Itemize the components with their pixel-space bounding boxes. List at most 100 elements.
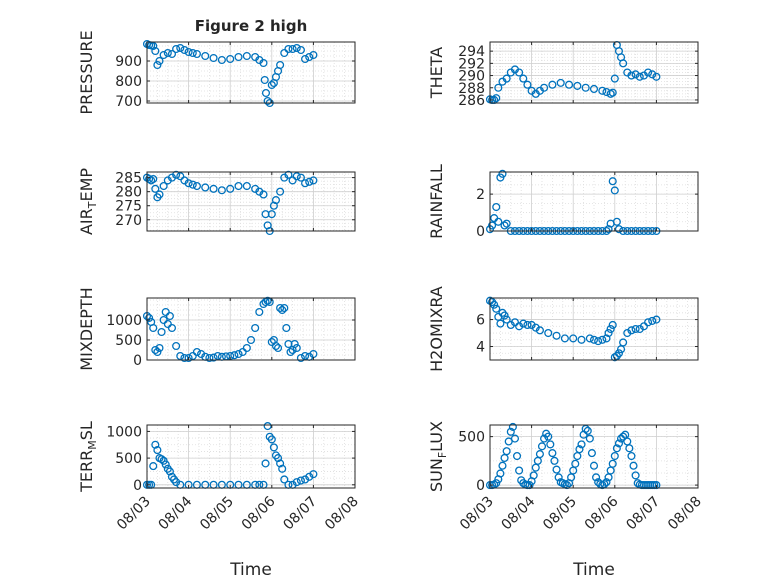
subplot-7-data-point: [153, 446, 162, 455]
subplot-1-data-point: [242, 51, 251, 61]
subplot-8-data-point: [583, 426, 592, 435]
subplot-1-data-point: [309, 50, 318, 60]
subplot-8-data-point: [554, 473, 563, 482]
subplot-3-data-point: [188, 180, 197, 189]
subplot-8-data-point: [614, 439, 624, 448]
subplot-3-data-point: [184, 179, 193, 188]
subplot-4-data-point: [608, 177, 617, 186]
subplot-7-data-point: [301, 475, 310, 484]
subplot-8-data-point: [610, 451, 619, 461]
subplot-5-data-point: [265, 297, 274, 307]
subplot-4-axes-box: [489, 171, 699, 232]
subplot-2-data-point: [610, 74, 619, 83]
subplot-1-data-point: [149, 41, 158, 51]
subplot-2-data-point: [494, 83, 503, 92]
subplot-4-data-point: [498, 169, 507, 178]
subplot-8-data-point: [506, 427, 515, 436]
subplot-6-data-point: [510, 318, 520, 327]
subplot-5-data-point: [167, 323, 177, 333]
subplot-8-data-point: [502, 447, 511, 456]
subplot-2-data-point: [523, 80, 532, 89]
subplot-7-ytick-label: 500: [115, 451, 142, 467]
subplot-7-data-point: [172, 478, 181, 487]
subplot-5-data-point: [145, 313, 154, 323]
subplot-6-data-point: [652, 315, 661, 324]
subplot-8-data-point: [627, 451, 636, 461]
subplot-6-data-point: [606, 324, 615, 334]
subplot-7-data-point: [161, 460, 170, 469]
subplot-4-ytick-label: 2: [476, 187, 485, 203]
subplot-6-ylabel: H2OMIXRA: [427, 286, 446, 372]
subplot-1-data-point: [209, 53, 218, 63]
subplot-3-data-point: [267, 210, 276, 219]
subplot-5-data-point: [296, 353, 305, 363]
subplot-5-data-point: [246, 335, 256, 345]
subplot-7-data-point: [280, 475, 289, 484]
subplot-5-data-point: [238, 347, 247, 357]
subplot-5-data-point: [267, 337, 276, 347]
subplot-6-data-point: [544, 328, 553, 338]
subplot-2-data-point: [492, 94, 501, 103]
subplot-1-data-point: [260, 75, 269, 85]
subplot-3-data-point: [242, 182, 251, 191]
subplot-5-data-point: [280, 303, 289, 313]
subplot-1-data-point: [163, 48, 172, 58]
subplot-8-data-point: [512, 451, 522, 461]
subplot-3-data-point: [292, 172, 301, 181]
subplot-1-data-point: [167, 49, 177, 59]
subplot-6-ytick-label: 4: [476, 340, 485, 356]
subplot-5-data-point: [282, 323, 291, 333]
subplot-7-ytick-label: 0: [133, 478, 142, 494]
subplot-7-data-point: [263, 422, 272, 431]
subplot-5-data-point: [213, 351, 222, 361]
subplot-6-data-point: [585, 334, 594, 343]
subplot-5-data-point: [161, 307, 170, 317]
subplot-5-data-point: [172, 341, 181, 351]
subplot-5-data-point: [205, 353, 214, 363]
figure-title: Figure 2 high: [195, 17, 308, 35]
subplot-8-data-point: [537, 442, 547, 451]
subplot-5-data-point: [192, 347, 201, 357]
subplot-5-data-point: [149, 323, 158, 333]
subplot-3-data-point: [159, 182, 168, 191]
subplot-7-data-point: [273, 454, 283, 463]
subplot-4-data-point: [494, 217, 503, 226]
subplot-4-data-point: [614, 225, 624, 234]
subplot-1-data-point: [259, 58, 268, 68]
subplot-8-ylabel: SUNFLUX: [427, 421, 449, 492]
subplot-7-data-point: [305, 472, 314, 481]
subplot-8-data-point: [510, 434, 520, 443]
subplot-8-ytick-label: 0: [476, 478, 485, 494]
subplot-3-data-point: [276, 187, 285, 196]
subplot-1-data-point: [192, 49, 201, 59]
subplot-2-ytick-label: 294: [458, 44, 485, 60]
subplot-1-ytick-label: 700: [115, 94, 142, 110]
subplot-7-data-point: [151, 440, 160, 449]
subplot-7-xlabel: Time: [229, 560, 272, 580]
subplot-8-data-point: [585, 434, 594, 443]
subplot-3-data-point: [209, 184, 218, 193]
subplot-3-ytick-label: 275: [115, 199, 142, 215]
subplot-8-axes-box: [489, 424, 699, 489]
subplot-1-ytick-label: 900: [115, 54, 142, 70]
subplot-1-data-point: [201, 51, 210, 61]
subplot-2-data-point: [608, 88, 617, 97]
subplot-7-axes-box: [146, 424, 356, 489]
subplot-2-data-point: [564, 80, 574, 89]
subplot-5-data-point: [180, 353, 189, 363]
subplot-5-data-point: [276, 303, 285, 313]
subplot-1-data-point: [217, 55, 226, 65]
subplot-5-data-point: [273, 343, 283, 353]
subplot-8-data-point: [575, 445, 584, 454]
subplot-1-data-point: [151, 46, 160, 56]
subplot-6-data-point: [523, 320, 532, 330]
subplot-8-data-point: [508, 422, 517, 431]
subplot-2-ytick-label: 288: [458, 81, 485, 97]
subplot-5-axes-box: [146, 297, 356, 361]
subplot-2-data-point: [627, 71, 636, 80]
subplot-5-data-point: [278, 305, 287, 315]
subplot-3-data-point: [301, 179, 310, 188]
subplot-8-data-point: [535, 450, 544, 459]
subplot-7-ylabel: TERRMSL: [77, 421, 99, 493]
subplot-6-data-point: [552, 331, 561, 340]
